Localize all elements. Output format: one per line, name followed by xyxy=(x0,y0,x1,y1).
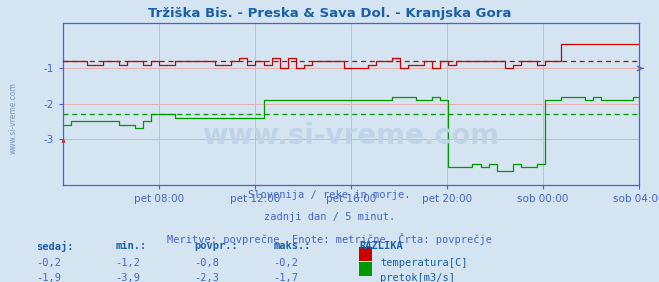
Text: -0,8: -0,8 xyxy=(194,258,219,268)
Text: Slovenija / reke in morje.: Slovenija / reke in morje. xyxy=(248,190,411,200)
Text: www.si-vreme.com: www.si-vreme.com xyxy=(202,122,500,150)
Text: Meritve: povprečne  Enote: metrične  Črta: povprečje: Meritve: povprečne Enote: metrične Črta:… xyxy=(167,233,492,245)
Text: povpr.:: povpr.: xyxy=(194,241,238,251)
Text: -0,2: -0,2 xyxy=(36,258,61,268)
Text: RAZLIKA: RAZLIKA xyxy=(359,241,403,251)
Text: maks.:: maks.: xyxy=(273,241,311,251)
Text: -2,3: -2,3 xyxy=(194,273,219,282)
Text: www.si-vreme.com: www.si-vreme.com xyxy=(9,83,18,154)
Text: -1,7: -1,7 xyxy=(273,273,299,282)
Text: temperatura[C]: temperatura[C] xyxy=(380,258,468,268)
Text: pretok[m3/s]: pretok[m3/s] xyxy=(380,273,455,282)
Text: -3,9: -3,9 xyxy=(115,273,140,282)
Text: zadnji dan / 5 minut.: zadnji dan / 5 minut. xyxy=(264,212,395,221)
Text: -1,9: -1,9 xyxy=(36,273,61,282)
Text: -0,2: -0,2 xyxy=(273,258,299,268)
Text: sedaj:: sedaj: xyxy=(36,241,74,252)
Text: Tržiška Bis. - Preska & Sava Dol. - Kranjska Gora: Tržiška Bis. - Preska & Sava Dol. - Kran… xyxy=(148,7,511,20)
Text: min.:: min.: xyxy=(115,241,146,251)
Text: -1,2: -1,2 xyxy=(115,258,140,268)
